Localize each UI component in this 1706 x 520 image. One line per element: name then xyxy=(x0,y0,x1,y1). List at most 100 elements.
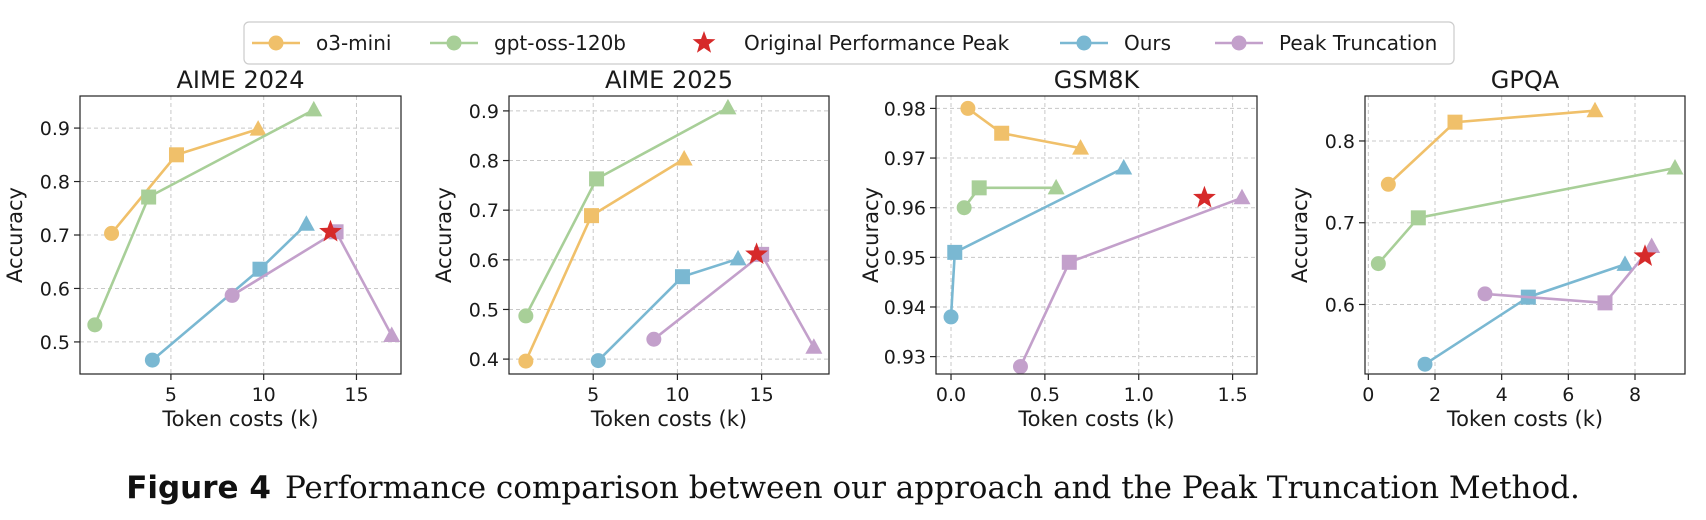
chart-panel: 5 10 15 0.5 0.6 0.7 0.8 0.9 AIME 2024 Token costs… xyxy=(3,66,402,431)
legend-entry: Peak Truncation xyxy=(1215,31,1437,55)
data-point xyxy=(960,100,976,116)
series xyxy=(224,224,401,343)
series xyxy=(1417,255,1634,372)
plot-frame xyxy=(508,95,830,375)
x-tick-label: 6 xyxy=(1562,384,1574,406)
series-line xyxy=(524,157,685,362)
data-point xyxy=(224,287,240,303)
data-point xyxy=(956,200,972,216)
data-point xyxy=(1370,256,1386,272)
chart-title: GPQA xyxy=(1491,66,1560,94)
x-tick-label: 5 xyxy=(165,384,177,406)
legend-label: Peak Truncation xyxy=(1279,31,1437,55)
chart-title: AIME 2025 xyxy=(605,66,733,94)
data-point xyxy=(584,208,600,224)
legend-label: o3-mini xyxy=(316,31,391,55)
series xyxy=(943,158,1133,325)
data-point xyxy=(1047,178,1065,195)
legend-label: Original Performance Peak xyxy=(744,31,1010,55)
y-tick-label: 0.5 xyxy=(40,332,70,354)
series xyxy=(518,150,693,369)
data-point xyxy=(947,244,963,260)
series xyxy=(956,178,1065,216)
series xyxy=(1012,188,1251,375)
x-axis-label: Token costs (k) xyxy=(590,407,747,431)
y-axis-label: Accuracy xyxy=(1288,187,1312,283)
data-point xyxy=(675,150,693,166)
data-point xyxy=(589,171,605,187)
y-tick-label: 0.96 xyxy=(884,198,926,220)
x-tick-label: 2 xyxy=(1429,384,1441,406)
x-tick-label: 1.0 xyxy=(1124,384,1154,406)
legend-label: Ours xyxy=(1124,31,1171,55)
data-point xyxy=(518,308,534,324)
y-axis-label: Accuracy xyxy=(859,187,883,283)
x-tick-label: 0.0 xyxy=(936,384,966,406)
y-tick-label: 0.7 xyxy=(469,200,499,222)
chart-title: AIME 2024 xyxy=(176,66,304,94)
y-tick-label: 0.8 xyxy=(469,151,499,173)
plot-frame xyxy=(1364,95,1686,375)
series-line xyxy=(1019,196,1243,368)
series-line xyxy=(597,257,739,362)
data-point xyxy=(1410,210,1426,226)
series xyxy=(590,249,747,369)
data-point xyxy=(994,125,1010,141)
data-point xyxy=(943,309,959,325)
figure-caption: Figure 4 Performance comparison between o… xyxy=(0,470,1706,506)
data-point xyxy=(87,317,103,333)
data-point xyxy=(252,261,268,277)
data-point xyxy=(1616,255,1634,271)
legend-frame xyxy=(243,21,1455,65)
data-point xyxy=(1115,158,1133,175)
series xyxy=(960,100,1090,155)
y-tick-label: 0.98 xyxy=(884,98,926,120)
legend-entry: o3-mini xyxy=(252,31,391,55)
y-tick-label: 0.95 xyxy=(884,247,926,269)
data-point xyxy=(646,331,662,347)
data-point xyxy=(518,353,534,369)
peak-star xyxy=(1633,244,1657,266)
legend-label: gpt-oss-120b xyxy=(494,31,626,55)
x-tick-label: 15 xyxy=(344,384,368,406)
series-line xyxy=(1424,263,1626,366)
y-tick-label: 0.5 xyxy=(469,299,499,321)
data-point xyxy=(297,215,315,231)
legend-star-marker xyxy=(692,31,716,53)
plot-frame xyxy=(79,95,402,375)
data-point xyxy=(144,352,160,368)
data-point xyxy=(971,180,987,196)
legend-marker xyxy=(1231,35,1247,51)
data-point xyxy=(1586,101,1604,118)
x-tick-label: 10 xyxy=(252,384,276,406)
data-point xyxy=(1012,359,1028,375)
legend-marker xyxy=(1076,35,1092,51)
data-point xyxy=(719,98,737,115)
x-axis-label: Token costs (k) xyxy=(161,407,318,431)
peak-star xyxy=(745,242,768,265)
legend-marker xyxy=(268,35,284,51)
series xyxy=(1477,237,1661,311)
data-point xyxy=(249,120,267,136)
data-point xyxy=(590,353,606,369)
data-point xyxy=(1417,356,1433,372)
legend-entry: Original Performance Peak xyxy=(692,31,1010,55)
y-tick-label: 0.8 xyxy=(40,172,70,194)
plot-frame xyxy=(935,95,1258,375)
data-point xyxy=(1643,237,1661,253)
y-tick-label: 0.93 xyxy=(884,347,926,369)
legend-marker xyxy=(446,35,462,51)
x-axis-label: Token costs (k) xyxy=(1446,407,1603,431)
peak-star xyxy=(319,219,342,242)
y-tick-label: 0.97 xyxy=(884,148,926,170)
series-line xyxy=(1387,109,1596,186)
series xyxy=(144,215,315,368)
legend-entry: Ours xyxy=(1060,31,1171,55)
y-tick-label: 0.9 xyxy=(40,118,70,140)
caption-text: Performance comparison between our appro… xyxy=(284,470,1580,506)
data-point xyxy=(1447,114,1463,130)
y-tick-label: 0.6 xyxy=(40,278,70,300)
series xyxy=(104,120,267,241)
y-tick-label: 0.6 xyxy=(1325,295,1355,317)
